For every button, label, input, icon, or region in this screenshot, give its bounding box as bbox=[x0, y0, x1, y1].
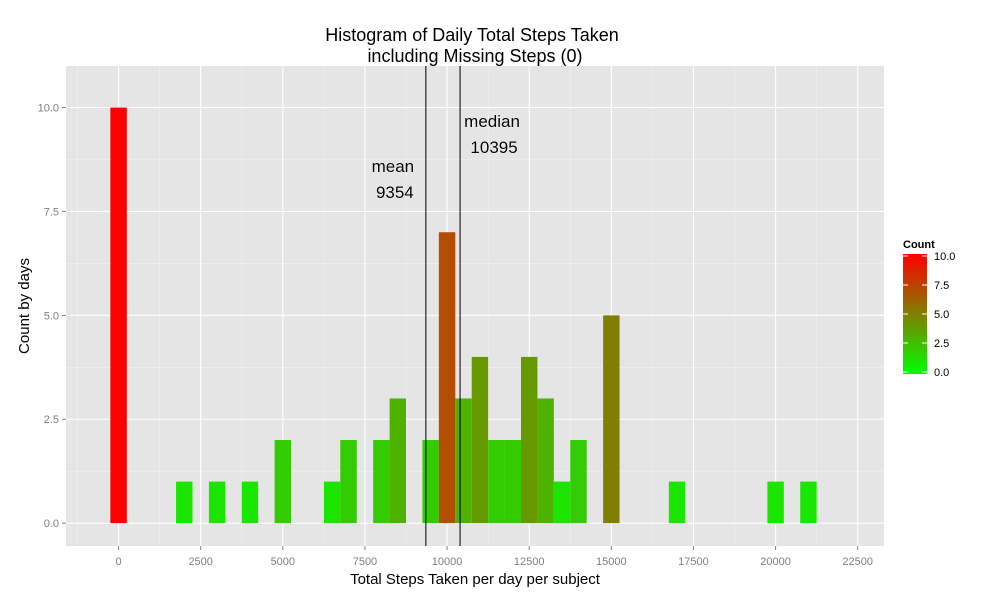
chart-title: Histogram of Daily Total Steps Taken bbox=[325, 25, 618, 45]
x-tick-label: 2500 bbox=[188, 556, 212, 568]
histogram-bar bbox=[110, 107, 127, 524]
histogram-bar bbox=[668, 481, 686, 524]
histogram-bar bbox=[323, 481, 341, 524]
x-tick-label: 17500 bbox=[678, 556, 709, 568]
histogram-bar bbox=[800, 481, 817, 524]
x-tick-label: 20000 bbox=[760, 556, 791, 568]
legend-label: 10.0 bbox=[934, 251, 955, 263]
legend-label: 5.0 bbox=[934, 309, 949, 321]
legend-label: 0.0 bbox=[934, 367, 949, 379]
annotation-mean-value: 9354 bbox=[376, 183, 414, 202]
y-tick-label: 7.5 bbox=[44, 206, 59, 218]
annotations: mean 9354 median 10395 bbox=[371, 112, 520, 203]
histogram-bar bbox=[570, 440, 587, 524]
histogram-bar bbox=[274, 440, 292, 524]
chart-subtitle: including Missing Steps (0) bbox=[367, 46, 582, 66]
histogram-bar bbox=[520, 356, 538, 524]
legend-title: Count bbox=[903, 239, 935, 251]
histogram-bar bbox=[373, 440, 390, 524]
histogram-bar bbox=[455, 398, 472, 524]
y-tick-label: 5.0 bbox=[44, 310, 59, 322]
x-tick-label: 0 bbox=[115, 556, 121, 568]
color-legend: Count 0.0 2.5 5.0 7.5 10.0 bbox=[903, 239, 955, 379]
histogram-bar bbox=[389, 398, 407, 524]
histogram-bar bbox=[537, 398, 554, 524]
annotation-median-value: 10395 bbox=[470, 138, 517, 157]
y-axis-title: Count by days bbox=[16, 258, 33, 354]
annotation-median-label: median bbox=[464, 112, 520, 131]
x-tick-label: 12500 bbox=[514, 556, 545, 568]
histogram-bar bbox=[767, 481, 784, 524]
histogram-bar bbox=[438, 232, 456, 524]
legend-label: 2.5 bbox=[934, 338, 949, 350]
legend-label: 7.5 bbox=[934, 280, 949, 292]
y-axis-ticks: 0.0 2.5 5.0 7.5 10.0 bbox=[38, 103, 66, 530]
histogram-bar bbox=[553, 481, 571, 524]
y-tick-label: 0.0 bbox=[44, 518, 59, 530]
histogram-bar bbox=[488, 440, 505, 524]
histogram-bar bbox=[422, 440, 439, 524]
histogram-bar bbox=[241, 481, 259, 524]
histogram-bar bbox=[176, 481, 193, 524]
x-axis-ticks: 0 2500 5000 7500 10000 12500 15000 17500 20000 22… bbox=[115, 546, 873, 568]
x-tick-label: 5000 bbox=[271, 556, 295, 568]
y-tick-label: 10.0 bbox=[38, 103, 59, 115]
histogram-bars bbox=[110, 107, 817, 524]
x-tick-label: 15000 bbox=[596, 556, 627, 568]
histogram-bar bbox=[208, 481, 226, 524]
histogram-bar bbox=[471, 356, 489, 524]
x-tick-label: 10000 bbox=[432, 556, 463, 568]
histogram-bar bbox=[603, 315, 620, 524]
y-tick-label: 2.5 bbox=[44, 414, 59, 426]
x-tick-label: 7500 bbox=[353, 556, 377, 568]
legend-ticks: 0.0 2.5 5.0 7.5 10.0 bbox=[903, 251, 955, 379]
x-tick-label: 22500 bbox=[842, 556, 873, 568]
histogram-bar bbox=[504, 440, 521, 524]
reference-lines bbox=[425, 66, 461, 546]
histogram-bar bbox=[340, 440, 357, 524]
annotation-mean-label: mean bbox=[372, 157, 415, 176]
x-axis-title: Total Steps Taken per day per subject bbox=[350, 571, 601, 588]
